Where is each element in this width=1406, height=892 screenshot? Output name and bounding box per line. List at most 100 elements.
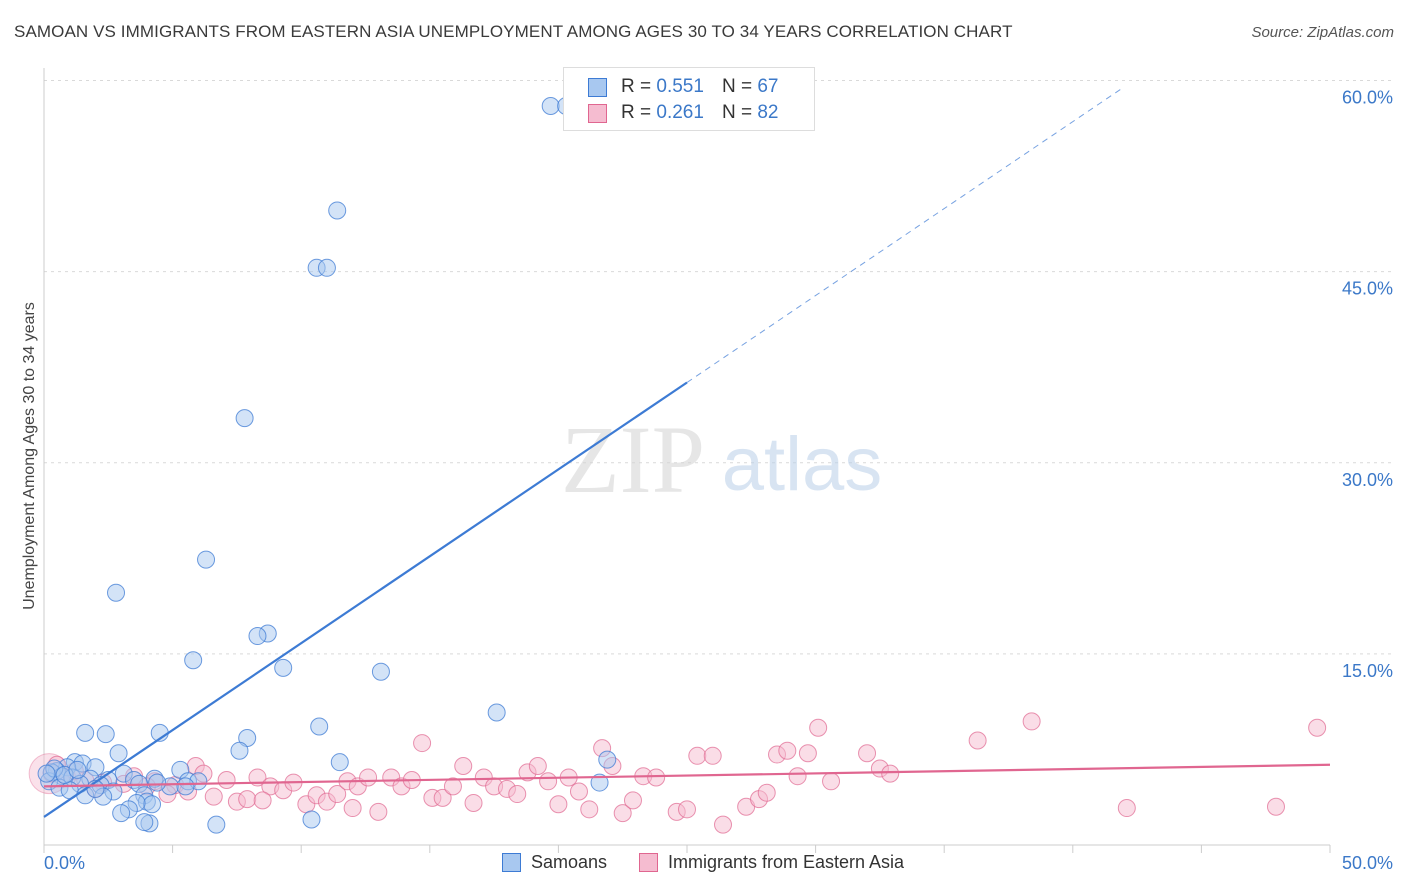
legend-n-value: 67 [757, 76, 779, 97]
series-eastern-asia-points [28, 712, 1327, 834]
legend-row-samoans: R = 0.551 N = 67 [588, 74, 778, 100]
eastern-asia-point [1308, 718, 1327, 737]
samoans-point [37, 764, 56, 783]
samoans-point [371, 662, 390, 681]
eastern-asia-point [359, 768, 378, 787]
eastern-asia-point [757, 783, 776, 802]
legend-label-eastern-asia: Immigrants from Eastern Asia [667, 852, 905, 872]
eastern-asia-point [217, 771, 236, 790]
samoans-point [302, 810, 321, 829]
samoans-point [230, 741, 249, 760]
samoans-point [310, 717, 329, 736]
samoans-point [135, 813, 154, 832]
samoans-point [176, 777, 195, 796]
samoans-swatch [588, 77, 607, 97]
eastern-asia-point [253, 791, 272, 810]
eastern-asia-point [569, 782, 588, 801]
eastern-asia-point [809, 718, 828, 737]
samoans-point [184, 651, 203, 670]
eastern-asia-point [703, 746, 722, 765]
eastern-asia-point [858, 744, 877, 763]
samoans-point [274, 658, 293, 677]
legend-r-label: R = [621, 76, 652, 97]
eastern-asia-point [881, 764, 900, 783]
eastern-asia-point [369, 802, 388, 821]
legend-row-eastern-asia: R = 0.261 N = 82 [588, 100, 778, 126]
eastern-asia-legend-swatch [638, 853, 658, 872]
samoans-point [109, 744, 128, 763]
eastern-asia-point [433, 788, 452, 807]
legend-item-samoans[interactable]: Samoans [501, 852, 607, 873]
samoans-point [598, 750, 617, 769]
samoans-point [143, 795, 162, 814]
eastern-asia-point [464, 793, 483, 812]
samoans-point [317, 258, 336, 277]
eastern-asia-point [678, 800, 696, 819]
grid-lines [44, 80, 1392, 655]
samoans-point [107, 583, 126, 602]
samoans-trend-line [43, 381, 688, 818]
y-tick-label: 15.0% [1342, 661, 1393, 681]
eastern-asia-point [822, 772, 841, 791]
samoans-point [68, 760, 87, 779]
eastern-asia-point [613, 804, 632, 823]
series-legend: Samoans Immigrants from Eastern Asia [0, 852, 1406, 873]
samoans-point [197, 550, 216, 569]
watermark-atlas: atlas [722, 422, 883, 507]
eastern-asia-point [580, 800, 599, 819]
samoans-legend-swatch [501, 853, 521, 872]
samoans-point [330, 753, 349, 772]
x-tick-label: 50.0% [1342, 853, 1393, 873]
samoans-point [148, 773, 167, 792]
eastern-asia-point [508, 785, 527, 804]
eastern-asia-trend-line [43, 763, 1331, 788]
source-label: Source: ZipAtlas.com [1251, 24, 1394, 41]
samoans-point [96, 725, 115, 744]
watermark-zip: ZIP [561, 406, 705, 513]
eastern-asia-point [798, 744, 817, 763]
eastern-asia-point [1022, 712, 1041, 731]
eastern-asia-point [788, 767, 807, 786]
y-tick-label: 60.0% [1342, 88, 1393, 108]
legend-n-label: N = [721, 76, 753, 97]
chart-title: SAMOAN VS IMMIGRANTS FROM EASTERN ASIA U… [14, 22, 1013, 41]
eastern-asia-point [714, 815, 733, 834]
samoans-point [235, 409, 254, 428]
eastern-asia-point [443, 777, 462, 796]
eastern-asia-point [413, 734, 432, 753]
eastern-asia-point [623, 791, 642, 810]
samoans-point [487, 703, 506, 722]
eastern-asia-point [647, 768, 666, 787]
trend-lines [43, 86, 1331, 818]
eastern-asia-point [778, 741, 797, 760]
samoans-point [541, 96, 560, 115]
y-tick-label: 30.0% [1342, 470, 1393, 490]
eastern-asia-point [343, 799, 362, 818]
samoans-point [112, 804, 131, 823]
eastern-asia-point [968, 731, 987, 750]
samoans-point [76, 723, 95, 742]
samoans-point [590, 773, 609, 792]
legend-r-value: 0.261 [656, 102, 704, 123]
legend-n-label: N = [721, 102, 753, 123]
y-tick-label: 45.0% [1342, 279, 1393, 299]
legend-r-value: 0.551 [656, 76, 704, 97]
correlation-legend: R = 0.551 N = 67 R = 0.261 N = 82 [563, 67, 815, 131]
samoans-point [248, 627, 267, 646]
eastern-asia-point [454, 757, 473, 776]
legend-label-samoans: Samoans [530, 852, 607, 872]
eastern-asia-point [549, 795, 568, 814]
axes [43, 68, 1331, 853]
legend-item-eastern-asia[interactable]: Immigrants from Eastern Asia [638, 852, 905, 873]
eastern-asia-point [204, 787, 223, 806]
tick-labels: 15.0% 30.0% 45.0% 60.0% 0.0% 50.0% [44, 88, 1393, 874]
eastern-asia-point [238, 790, 257, 809]
eastern-asia-point [1117, 799, 1136, 818]
eastern-asia-point [528, 757, 547, 776]
legend-n-value: 82 [757, 102, 779, 123]
samoans-point [328, 201, 347, 220]
x-tick-label: 0.0% [44, 853, 85, 873]
eastern-asia-swatch [588, 103, 607, 123]
eastern-asia-point [1266, 797, 1285, 816]
